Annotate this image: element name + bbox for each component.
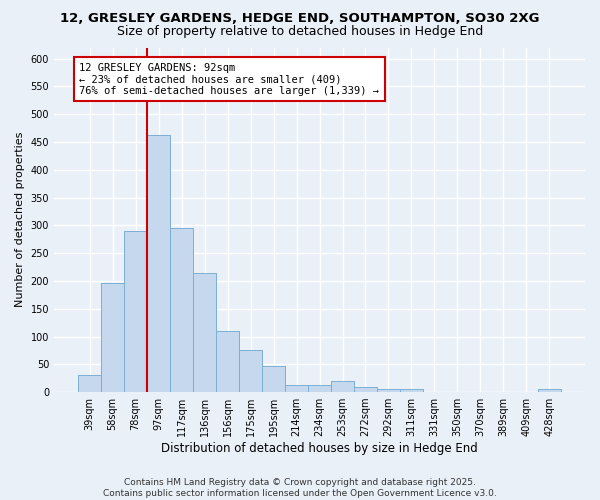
Bar <box>193 272 216 392</box>
Bar <box>170 228 193 392</box>
Bar <box>308 386 331 392</box>
Bar <box>538 390 561 392</box>
Bar <box>400 390 423 392</box>
Bar <box>147 136 170 392</box>
Bar <box>216 331 239 392</box>
Bar <box>377 388 400 392</box>
Text: 12 GRESLEY GARDENS: 92sqm
← 23% of detached houses are smaller (409)
76% of semi: 12 GRESLEY GARDENS: 92sqm ← 23% of detac… <box>79 62 379 96</box>
Bar <box>354 387 377 392</box>
Bar <box>101 282 124 392</box>
Text: Size of property relative to detached houses in Hedge End: Size of property relative to detached ho… <box>117 25 483 38</box>
Text: 12, GRESLEY GARDENS, HEDGE END, SOUTHAMPTON, SO30 2XG: 12, GRESLEY GARDENS, HEDGE END, SOUTHAMP… <box>60 12 540 26</box>
Bar <box>124 231 147 392</box>
Bar <box>331 381 354 392</box>
X-axis label: Distribution of detached houses by size in Hedge End: Distribution of detached houses by size … <box>161 442 478 455</box>
Bar <box>262 366 285 392</box>
Bar <box>239 350 262 392</box>
Y-axis label: Number of detached properties: Number of detached properties <box>15 132 25 308</box>
Text: Contains HM Land Registry data © Crown copyright and database right 2025.
Contai: Contains HM Land Registry data © Crown c… <box>103 478 497 498</box>
Bar <box>285 385 308 392</box>
Bar <box>78 376 101 392</box>
